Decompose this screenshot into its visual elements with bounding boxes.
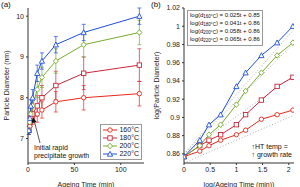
html-text:Initial rapid: Initial rapid	[34, 144, 68, 151]
html-text:(b): (b)	[151, 0, 161, 9]
svg-text:log(Particle Diameter): log(Particle Diameter)	[153, 52, 161, 120]
html-text:log(d160°C) = 0.025t + 0.85: log(d160°C) = 0.025t + 0.85	[190, 12, 260, 19]
html-text:200°C: 200°C	[119, 142, 139, 149]
svg-text:0.96: 0.96	[166, 59, 180, 66]
html-text:precipitate growth: precipitate growth	[34, 152, 90, 159]
html-text:log(d180°C) = 0.041t + 0.86: log(d180°C) = 0.041t + 0.86	[190, 20, 260, 27]
svg-text:8: 8	[20, 94, 24, 101]
html-text:(a): (a)	[1, 0, 11, 9]
html-text:↑ growth rate: ↑ growth rate	[251, 151, 292, 158]
html-text:↑HT temp =: ↑HT temp =	[251, 143, 288, 150]
svg-text:log(Ageing Time (min)): log(Ageing Time (min))	[204, 181, 275, 187]
svg-text:1: 1	[234, 166, 238, 173]
svg-text:10: 10	[16, 13, 24, 20]
html-text:180°C: 180°C	[119, 134, 139, 141]
svg-text:0.92: 0.92	[166, 96, 180, 103]
html-text:160°C: 160°C	[119, 126, 139, 133]
svg-text:0.94: 0.94	[166, 77, 180, 84]
html-text:log(d200°C) = 0.058t + 0.86: log(d200°C) = 0.058t + 0.86	[190, 28, 260, 35]
svg-text:50: 50	[71, 166, 79, 173]
svg-text:9: 9	[20, 53, 24, 60]
svg-text:0.9: 0.9	[170, 114, 180, 121]
svg-text:0.86: 0.86	[166, 150, 180, 157]
svg-text:1.02: 1.02	[166, 4, 180, 11]
svg-text:0.5: 0.5	[205, 166, 215, 173]
svg-text:1: 1	[176, 23, 180, 30]
html-text:log(d220°C) = 0.065t + 0.86: log(d220°C) = 0.065t + 0.86	[190, 36, 260, 43]
svg-text:2: 2	[287, 166, 291, 173]
svg-text:Ageing Time (min): Ageing Time (min)	[58, 181, 115, 187]
html-text:220°C: 220°C	[119, 150, 139, 157]
svg-text:100: 100	[115, 166, 127, 173]
svg-text:Particle Diameter (nm): Particle Diameter (nm)	[8, 50, 11, 120]
svg-text:7: 7	[20, 135, 24, 142]
svg-text:0: 0	[26, 166, 30, 173]
svg-text:0.98: 0.98	[166, 41, 180, 48]
svg-text:1.5: 1.5	[258, 166, 268, 173]
svg-text:0.88: 0.88	[166, 132, 180, 139]
svg-text:0: 0	[182, 166, 186, 173]
